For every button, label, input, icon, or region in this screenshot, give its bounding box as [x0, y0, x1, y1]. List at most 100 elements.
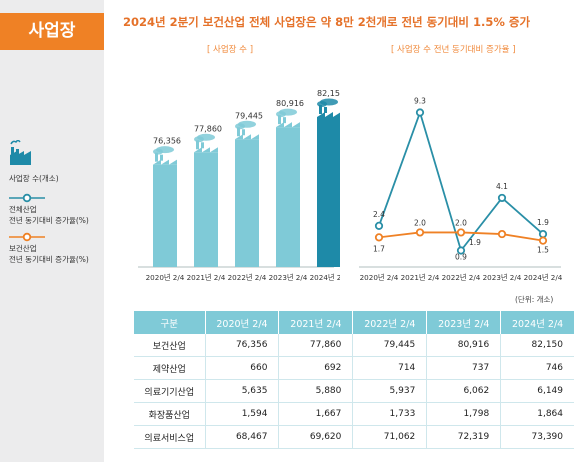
- bar: [194, 152, 218, 267]
- x-tick-label: 2022년 2/4: [228, 273, 267, 282]
- table-row-header: 보건산업: [134, 334, 206, 357]
- bar-roof: [194, 147, 218, 153]
- table-cell: 82,150: [500, 334, 574, 357]
- series-point: [456, 228, 466, 237]
- table-cell: 5,880: [278, 379, 354, 403]
- sidebar: 사업장 사업장 수(개소) 전체산업 전년 동기대비 증가율(%) 보건산업 전…: [0, 0, 104, 462]
- table-cell: 73,390: [500, 425, 574, 449]
- x-tick-label: 2024년 2/4: [310, 273, 340, 282]
- x-tick-label: 2023년 2/4: [483, 273, 522, 282]
- data-label: 1.5: [537, 246, 549, 255]
- bar-group: [317, 98, 340, 267]
- table-cell: 6,062: [426, 379, 502, 403]
- table-header-cell: 2022년 2/4: [352, 311, 428, 334]
- bar-roof: [317, 112, 340, 117]
- series-point: [374, 221, 384, 230]
- table-row: 제약산업 660 692 714 737 746: [134, 356, 574, 380]
- series-point: [415, 108, 425, 117]
- data-label: 2.4: [373, 210, 385, 219]
- bar-smoke: [276, 111, 286, 118]
- table-row: 의료기기산업 5,635 5,880 5,937 6,062 6,149: [134, 379, 574, 403]
- data-label: 2.0: [455, 218, 467, 227]
- data-label: 4.1: [496, 182, 508, 191]
- table-cell: 71,062: [352, 425, 428, 449]
- x-tick-label: 2024년 2/4: [524, 273, 563, 282]
- legend-line2-label: 보건산업 전년 동기대비 증가율(%): [9, 243, 103, 265]
- bar-chimney: [155, 152, 158, 162]
- legend-line1-label-a: 전체산업: [9, 205, 37, 214]
- x-tick-label: 2020년 2/4: [360, 273, 399, 282]
- bar: [317, 117, 340, 267]
- bar-group: [153, 146, 177, 267]
- legend-line1-marker: [9, 193, 45, 203]
- bar-chimney: [242, 129, 245, 136]
- table-row-header: 의료서비스업: [134, 425, 206, 449]
- table-cell: 692: [278, 356, 354, 380]
- table-header-cell: 2023년 2/4: [426, 311, 502, 334]
- table-header-cell: 2024년 2/4: [500, 311, 574, 334]
- table-cell: 69,620: [278, 425, 354, 449]
- data-label: 1.7: [373, 244, 385, 253]
- series-point: [538, 229, 548, 239]
- legend-line1-label: 전체산업 전년 동기대비 증가율(%): [9, 204, 103, 226]
- bar-value-label: 77,860: [194, 124, 222, 133]
- bar-roof: [153, 159, 177, 165]
- table-row: 보건산업 76,356 77,860 79,445 80,916 82,150: [134, 334, 574, 357]
- factory-icon: [10, 140, 31, 165]
- legend-line2-label-b: 전년 동기대비 증가율(%): [9, 255, 89, 264]
- table-cell: 79,445: [352, 334, 428, 357]
- bar-roof: [276, 122, 300, 128]
- line-chart-title: [ 사업장 수 전년 동기대비 증가율 ]: [391, 45, 516, 55]
- x-tick-label: 2023년 2/4: [269, 273, 308, 282]
- bar-value-label: 79,445: [235, 111, 263, 120]
- data-table: 구분 2020년 2/4 2021년 2/4 2022년 2/4 2023년 2…: [134, 311, 574, 449]
- data-label: 0.9: [455, 253, 467, 262]
- table-row-header: 제약산업: [134, 356, 206, 380]
- bar: [153, 164, 177, 267]
- bar-chimney: [319, 105, 322, 114]
- table-cell: 714: [352, 356, 428, 380]
- x-tick-label: 2021년 2/4: [187, 273, 226, 282]
- table-cell: 1,798: [426, 402, 502, 426]
- x-tick-label: 2022년 2/4: [442, 273, 481, 282]
- table-header-cell: 구분: [134, 311, 206, 334]
- bar-smoke: [153, 148, 163, 155]
- bar-group: [276, 108, 300, 268]
- legend-line2-label-a: 보건산업: [9, 244, 37, 253]
- data-label: 1.9: [469, 238, 481, 247]
- bar-chimney: [160, 154, 163, 161]
- table-cell: 6,149: [500, 379, 574, 403]
- table-cell: 746: [500, 356, 574, 380]
- bar-group: [235, 120, 259, 267]
- table-cell: 1,733: [352, 402, 428, 426]
- series-point: [538, 236, 548, 245]
- series-point: [415, 228, 425, 237]
- table-row-header: 화장품산업: [134, 402, 206, 426]
- bar-chimney: [324, 107, 327, 113]
- legend-bar-label: 사업장 수(개소): [9, 174, 59, 183]
- bar-chimney: [283, 117, 286, 124]
- data-label: 9.3: [414, 96, 426, 105]
- bar: [276, 127, 300, 268]
- bar-smoke: [194, 136, 204, 143]
- table-cell: 76,356: [205, 334, 280, 357]
- data-label: 1.9: [537, 218, 549, 227]
- table-cell: 1,667: [278, 402, 354, 426]
- bar-chart-title: [ 사업장 수 ]: [207, 45, 254, 55]
- series-point: [497, 193, 507, 203]
- table-cell: 72,319: [426, 425, 502, 449]
- table-cell: 5,937: [352, 379, 428, 403]
- headline: 2024년 2분기 보건산업 전체 사업장은 약 8만 2천개로 전년 동기대비…: [123, 15, 531, 29]
- bar-value-label: 82,150: [317, 89, 340, 98]
- bar-chart: 76,356 2020년 2/4 77,860 2021년 2/4 79,445 2022…: [138, 89, 340, 282]
- bar-chimney: [237, 127, 240, 137]
- table-header-cell: 2021년 2/4: [278, 311, 354, 334]
- table-header-row: 구분 2020년 2/4 2021년 2/4 2022년 2/4 2023년 2…: [134, 311, 574, 334]
- legend-line2-marker: [9, 232, 45, 242]
- unit-note: (단위: 개소): [515, 295, 554, 304]
- table-cell: 5,635: [205, 379, 280, 403]
- table-cell: 68,467: [205, 425, 280, 449]
- table-cell: 80,916: [426, 334, 502, 357]
- x-tick-label: 2021년 2/4: [401, 273, 440, 282]
- bar-value-label: 76,356: [153, 137, 181, 146]
